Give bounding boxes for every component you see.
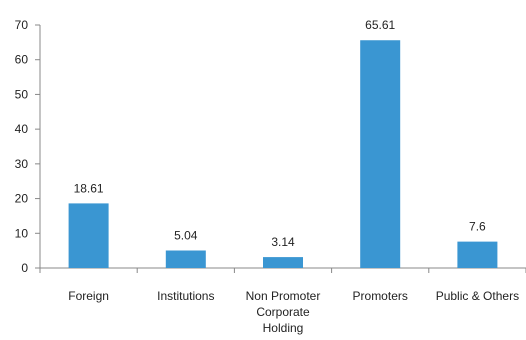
data-label: 18.61: [74, 181, 104, 195]
bar: [360, 40, 401, 269]
y-tick-label: 20: [15, 192, 29, 206]
bar: [457, 241, 498, 268]
category-label: Public & Others: [436, 289, 519, 303]
data-label: 65.61: [365, 18, 395, 32]
y-tick-label: 60: [15, 53, 29, 67]
category-label: Corporate: [256, 305, 310, 319]
data-label: 3.14: [271, 235, 295, 249]
category-labels: Foreign Institutions Non Promoter Corporate…: [68, 289, 519, 335]
data-label: 5.04: [174, 229, 198, 243]
y-tick-label: 40: [15, 122, 29, 136]
y-tick-label: 70: [15, 18, 29, 32]
bars: [68, 40, 498, 269]
y-axis: 0 10 20 30 40 50 60 70: [15, 18, 41, 275]
y-tick-label: 50: [15, 87, 29, 101]
bar: [263, 257, 303, 268]
category-label: Institutions: [157, 289, 214, 303]
category-label: Non Promoter: [246, 289, 321, 303]
y-tick-label: 0: [21, 261, 28, 275]
y-tick-label: 10: [15, 226, 29, 240]
bar: [165, 250, 206, 268]
category-label: Promoters: [353, 289, 408, 303]
category-label: Holding: [263, 321, 304, 335]
y-tick-label: 30: [15, 157, 29, 171]
data-label: 7.6: [469, 220, 486, 234]
bar: [68, 203, 109, 268]
category-label: Foreign: [68, 289, 109, 303]
data-labels: 18.61 5.04 3.14 65.61 7.6: [74, 18, 486, 249]
x-axis: [39, 267, 526, 273]
